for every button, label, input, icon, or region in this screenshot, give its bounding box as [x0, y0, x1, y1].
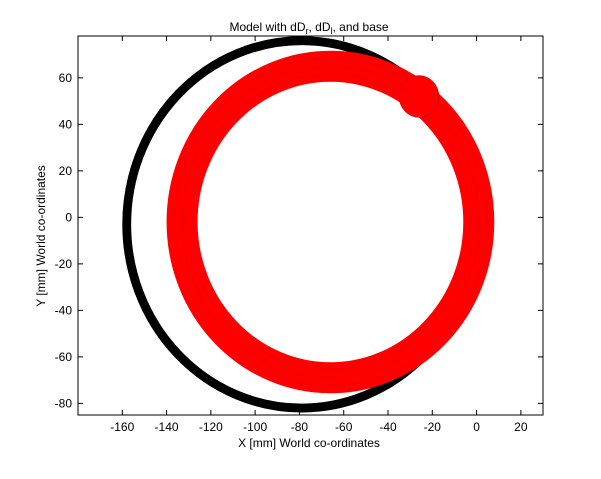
x-tick-label: -40 — [379, 420, 397, 434]
y-tick-label: 40 — [59, 117, 73, 131]
x-tick-label: -60 — [335, 420, 353, 434]
x-tick-label: 0 — [473, 420, 480, 434]
red-trace-ring — [166, 50, 495, 394]
plot-frame — [77, 35, 544, 416]
y-tick-label: 60 — [59, 71, 73, 85]
y-tick-label: -80 — [55, 396, 73, 410]
red-trace-striation — [181, 66, 479, 378]
x-tick-label: -20 — [424, 420, 442, 434]
x-tick-label: -80 — [291, 420, 309, 434]
x-tick-label: -160 — [110, 420, 134, 434]
y-tick-label: -20 — [55, 257, 73, 271]
red-trace-striation — [174, 57, 488, 387]
x-axis-label: X [mm] World co-ordinates — [238, 436, 380, 450]
x-tick-label: -140 — [155, 420, 179, 434]
y-tick-label: -60 — [55, 350, 73, 364]
red-trace-bulge — [398, 75, 440, 118]
x-tick-label: -120 — [199, 420, 223, 434]
y-tick-label: 0 — [65, 210, 72, 224]
y-tick-label: -40 — [55, 303, 73, 317]
y-axis-label: Y [mm] World co-ordinates — [34, 165, 48, 307]
x-tick-label: 20 — [514, 420, 528, 434]
chart-title: Model with dDr, dDl, and base — [229, 20, 388, 36]
red-trace-striation — [188, 74, 471, 370]
y-tick-label: 20 — [59, 164, 73, 178]
x-tick-label: -100 — [243, 420, 267, 434]
